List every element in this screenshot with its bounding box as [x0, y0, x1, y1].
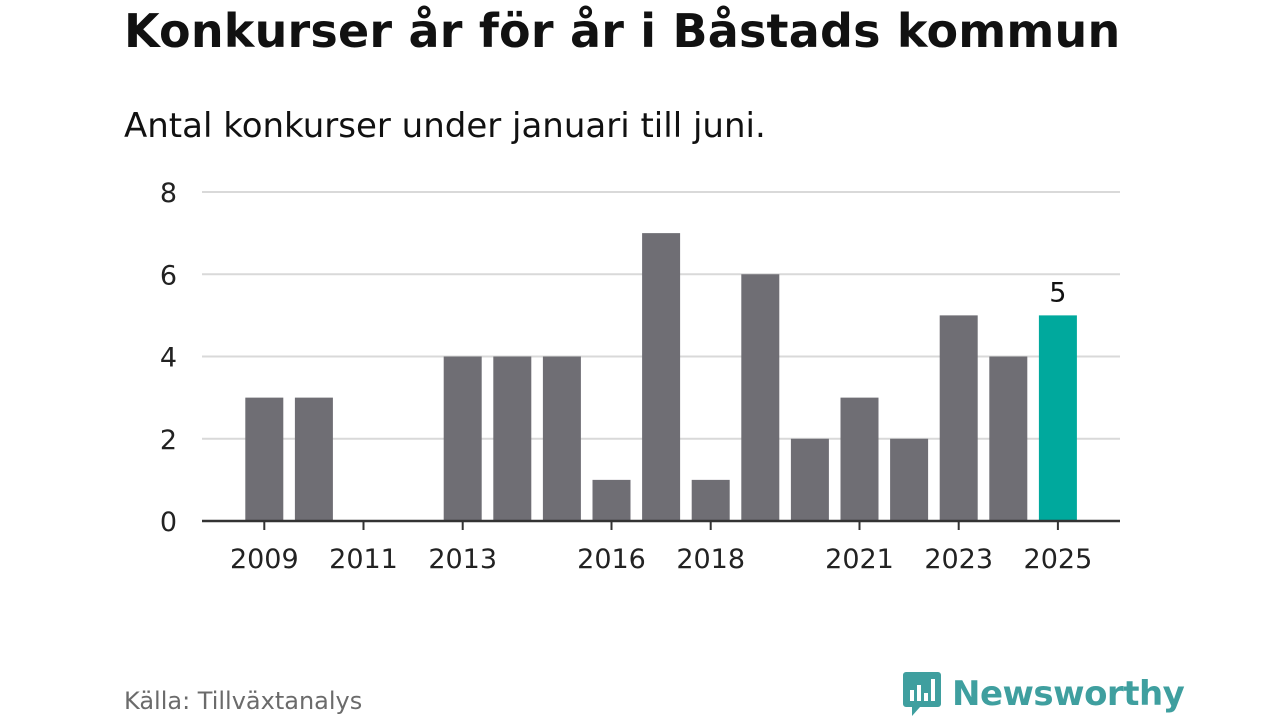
brand-logo-icon	[903, 672, 941, 716]
bar-2017	[642, 233, 681, 521]
y-tick-label: 4	[160, 343, 177, 374]
bar-2021	[840, 397, 879, 521]
x-tick-label: 2021	[825, 544, 894, 575]
y-tick-label: 8	[160, 178, 177, 209]
bar-2015	[542, 356, 581, 521]
x-tick-label: 2009	[230, 544, 299, 575]
bar-2019	[741, 274, 780, 521]
bar-2014	[493, 356, 532, 521]
y-tick-label: 0	[160, 507, 177, 538]
bar-2010	[294, 397, 333, 521]
y-tick-label: 6	[160, 260, 177, 291]
x-tick-label: 2011	[329, 544, 398, 575]
bar-2022	[890, 438, 929, 521]
chart-subtitle: Antal konkurser under januari till juni.	[124, 106, 766, 146]
bar-2024	[989, 356, 1028, 521]
y-tick-label: 2	[160, 425, 177, 456]
bar-2009	[245, 397, 284, 521]
data-label: 5	[1049, 277, 1066, 308]
x-tick-label: 2018	[676, 544, 745, 575]
x-tick-label: 2013	[428, 544, 497, 575]
x-tick-label: 2016	[577, 544, 646, 575]
x-tick-label: 2023	[924, 544, 993, 575]
chart-title: Konkurser år för år i Båstads kommun	[124, 4, 1121, 58]
brand-name: Newsworthy	[952, 674, 1185, 714]
bar-2023	[939, 315, 978, 521]
bar-2020	[790, 438, 829, 521]
bar-2013	[443, 356, 482, 521]
source-note: Källa: Tillväxtanalys	[124, 687, 363, 715]
bar-chart: 0 2 4 6 8 2009 2011 2013 2016 2018 2021 2023 2025 5	[160, 178, 1120, 575]
brand: Newsworthy	[902, 670, 1185, 718]
x-tick-label: 2025	[1024, 544, 1093, 575]
bar-2018	[691, 479, 730, 521]
bar-2025	[1038, 315, 1077, 521]
bar-2016	[592, 479, 631, 521]
